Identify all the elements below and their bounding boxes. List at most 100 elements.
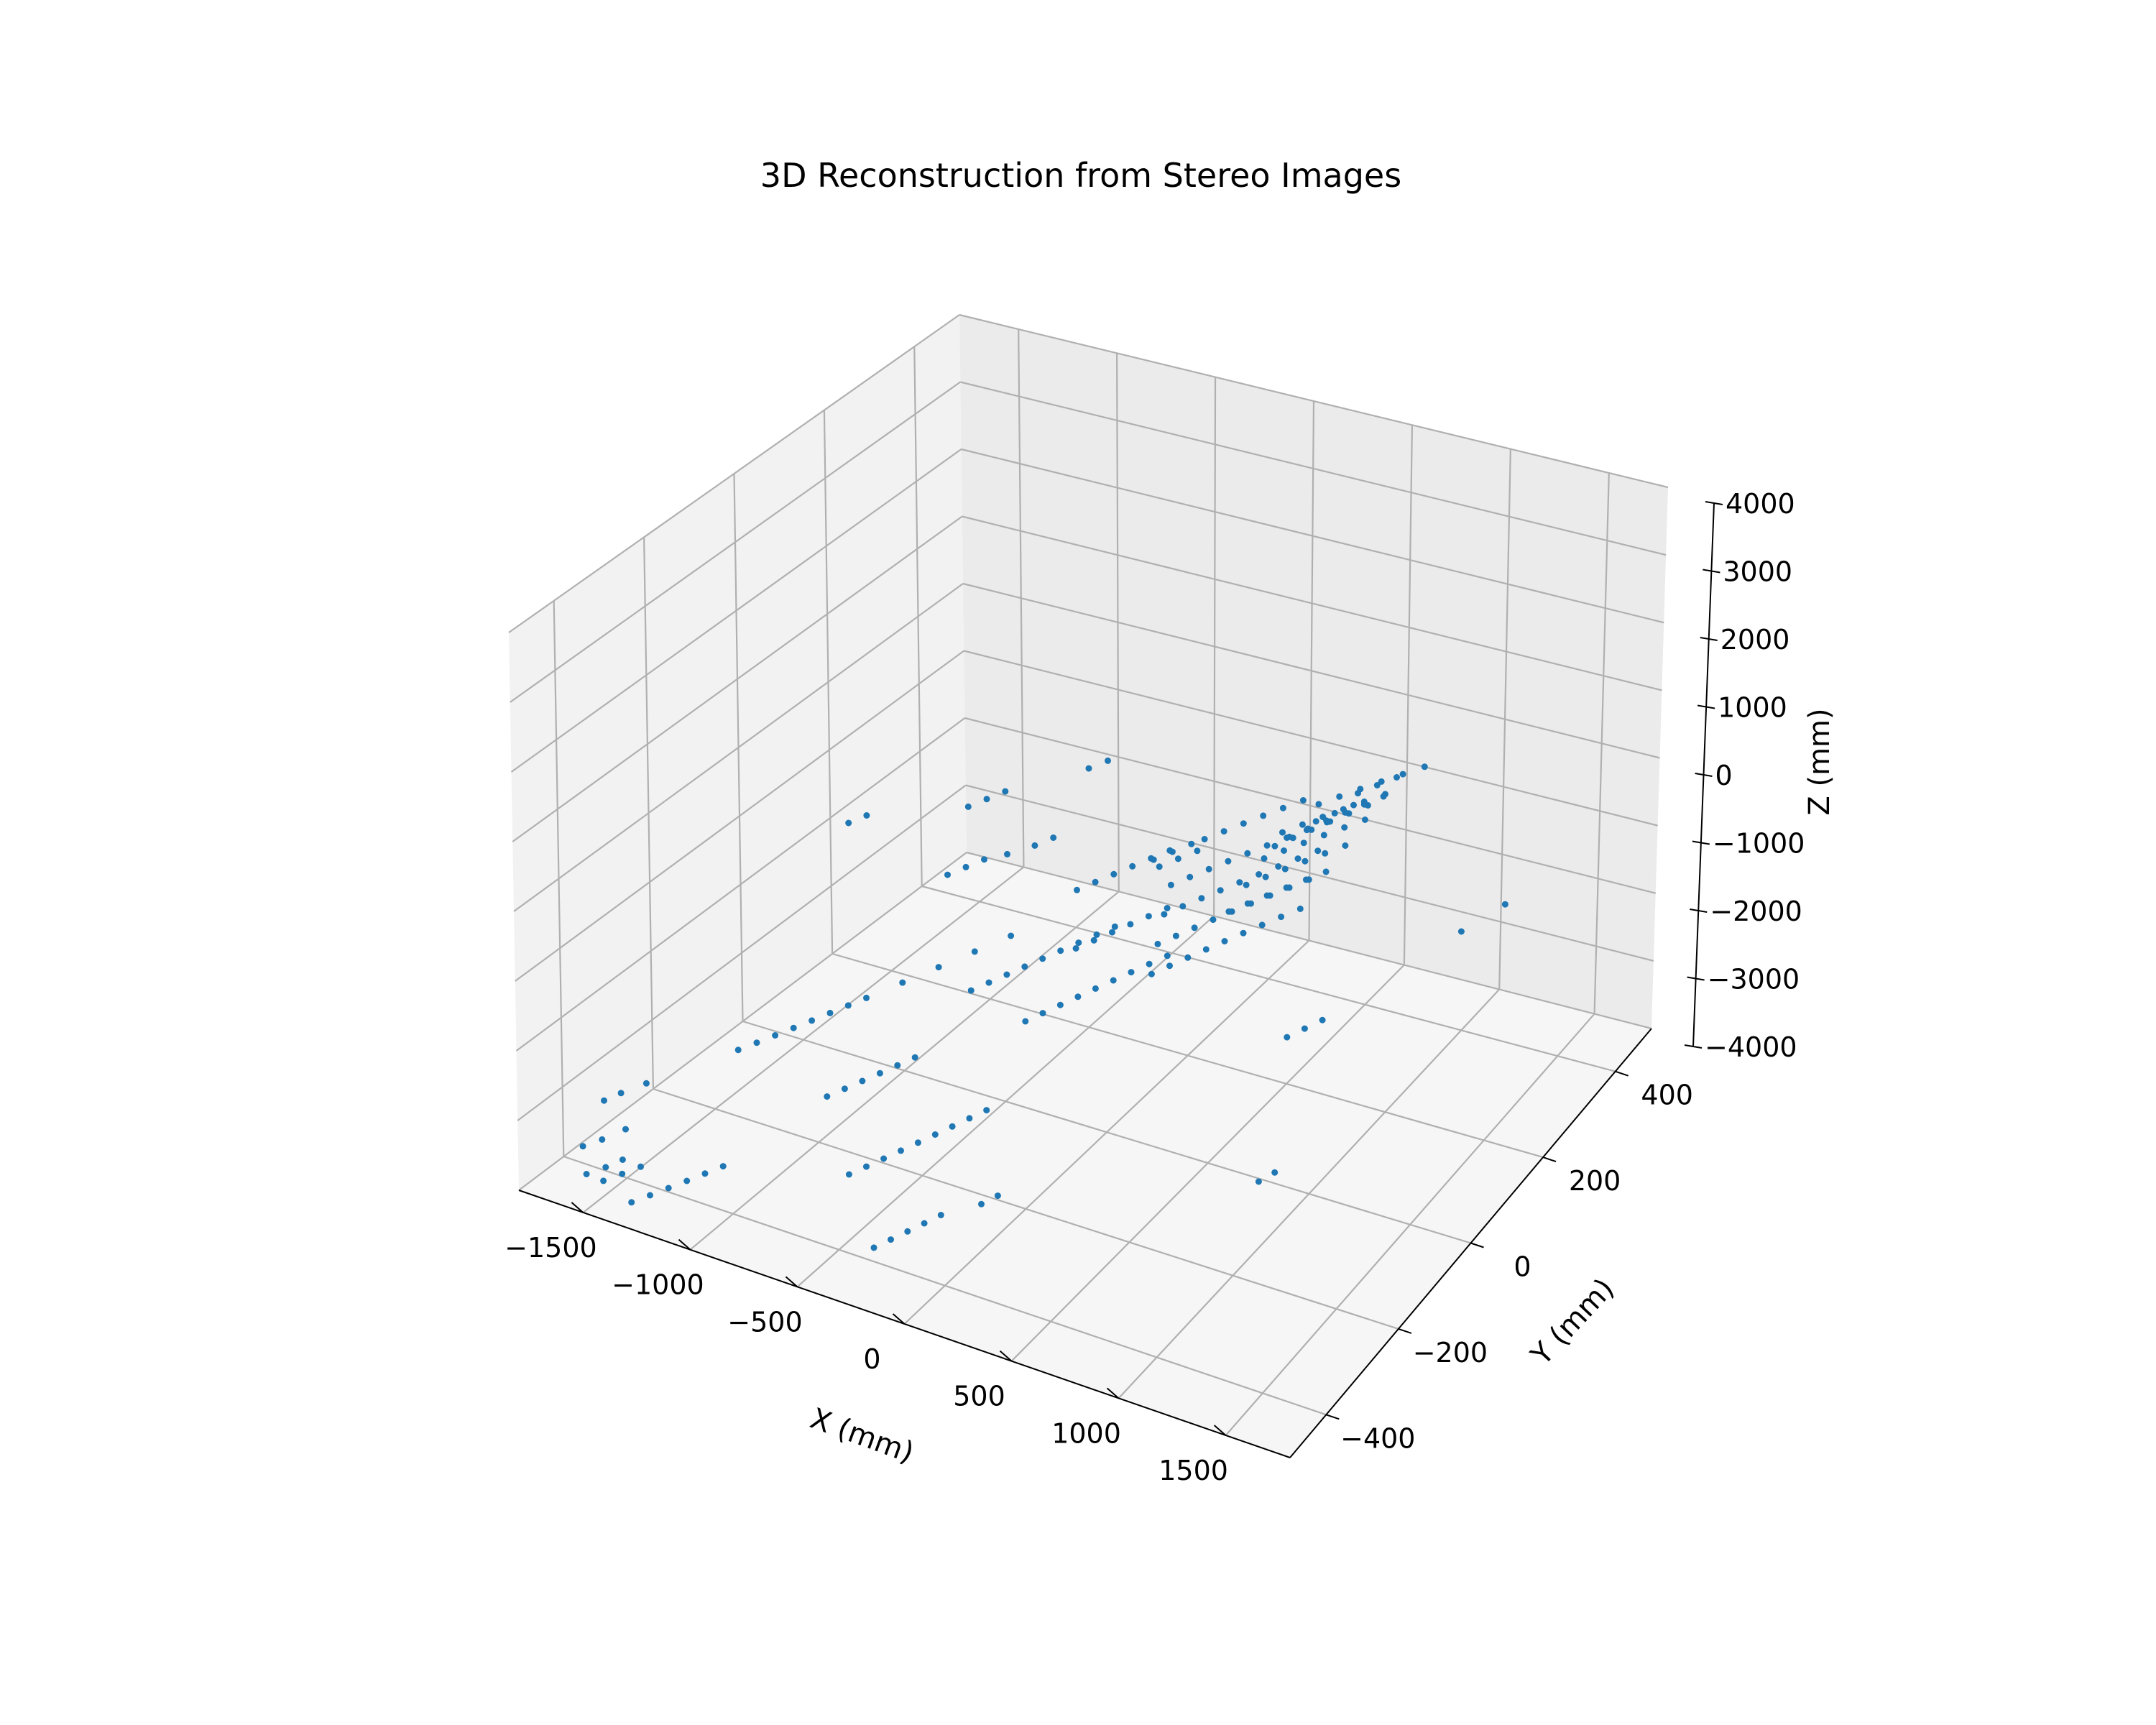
data-point [937, 1212, 944, 1218]
data-point [935, 964, 942, 971]
data-point [1127, 921, 1134, 928]
data-point [579, 1143, 586, 1150]
data-point [1022, 1018, 1029, 1025]
y-axis-label: Y (mm) [1524, 1272, 1621, 1372]
data-point [642, 1080, 650, 1087]
data-point [602, 1164, 609, 1171]
data-point [1361, 816, 1368, 823]
z-tick-label: 3000 [1723, 556, 1792, 588]
data-point [914, 1139, 921, 1146]
y-grid-line [921, 885, 1616, 1072]
z-grid-line [517, 784, 967, 1121]
x-tick-mark [1213, 1425, 1227, 1436]
z-grid-line [959, 313, 1669, 489]
data-point [1105, 757, 1111, 764]
data-point [985, 979, 992, 986]
data-point [967, 987, 975, 994]
data-point [1350, 801, 1357, 809]
z-grid-line [959, 381, 1667, 556]
data-point [1161, 911, 1168, 918]
data-point [904, 1228, 911, 1235]
x-tick-label: 0 [863, 1343, 880, 1375]
data-point [1501, 901, 1508, 908]
x-axis-label: X (mm) [806, 1402, 918, 1470]
data-point [983, 796, 990, 803]
data-point [1275, 863, 1282, 870]
data-point [1393, 774, 1400, 781]
z-grid-line [966, 851, 1652, 1030]
data-point [1342, 842, 1349, 849]
data-point [921, 1220, 928, 1227]
y-tick-label: 200 [1569, 1165, 1621, 1197]
data-point [1302, 857, 1309, 865]
z-tick-mark [1687, 976, 1705, 981]
data-point [1072, 945, 1079, 952]
data-point [808, 1017, 816, 1024]
data-point [583, 1171, 590, 1177]
chart-title: 3D Reconstruction from Stereo Images [760, 156, 1401, 195]
z-tick-label: −3000 [1708, 964, 1800, 995]
data-point [1074, 993, 1082, 1000]
data-point [1050, 834, 1057, 841]
data-point [944, 871, 951, 878]
x-tick-mark [785, 1276, 798, 1288]
data-point [870, 1244, 877, 1251]
data-point [1312, 818, 1319, 825]
data-point [826, 1009, 834, 1016]
data-point [898, 1147, 904, 1154]
z-grid-line [512, 515, 963, 842]
data-point [983, 1107, 990, 1114]
data-point [1150, 856, 1157, 863]
z-tick-label: 0 [1715, 760, 1733, 791]
z-tick-label: −4000 [1705, 1031, 1797, 1063]
data-point [1145, 913, 1152, 920]
data-point [1093, 931, 1100, 938]
data-point [978, 1200, 985, 1208]
data-point [600, 1177, 607, 1184]
z-tick-label: 4000 [1726, 488, 1795, 520]
data-point [1299, 821, 1306, 828]
grid-lines [508, 313, 1669, 1436]
data-point [1263, 892, 1271, 899]
data-point [1210, 916, 1217, 924]
z-tick-mark [1692, 840, 1710, 845]
data-point [1279, 829, 1286, 836]
data-point [1188, 840, 1195, 847]
y-axis-ticks: −400 −200 0 200 400 [1325, 1070, 1693, 1454]
data-point [1148, 970, 1155, 978]
data-point [845, 1171, 852, 1178]
data-point [1320, 832, 1327, 839]
y-grid-line [563, 1155, 1327, 1416]
data-point [841, 1085, 848, 1092]
data-point [1260, 812, 1267, 819]
z-grid-line [518, 852, 967, 1191]
data-point [622, 1126, 629, 1133]
data-point [753, 1039, 760, 1046]
z-tick-mark [1695, 773, 1713, 777]
data-point [964, 803, 972, 810]
data-point [1319, 1016, 1326, 1024]
data-point [1281, 865, 1289, 873]
data-point [1294, 855, 1302, 862]
data-point [863, 812, 870, 819]
data-point [1284, 1034, 1291, 1041]
data-point [1236, 879, 1243, 886]
data-point [1090, 937, 1097, 944]
data-point [1194, 847, 1201, 855]
data-point [1378, 778, 1385, 785]
data-point [1056, 1001, 1064, 1008]
data-point [637, 1163, 644, 1170]
data-point [1039, 1010, 1046, 1017]
y-grid-line [653, 1087, 1399, 1330]
data-point [1057, 947, 1064, 954]
data-point [701, 1170, 709, 1177]
data-point [617, 1090, 625, 1097]
z-tick-mark [1697, 704, 1715, 709]
data-point [1299, 797, 1307, 804]
z-tick-label: 2000 [1720, 624, 1790, 656]
data-point [1240, 820, 1247, 827]
data-point [1315, 801, 1322, 808]
data-point [1110, 870, 1118, 878]
